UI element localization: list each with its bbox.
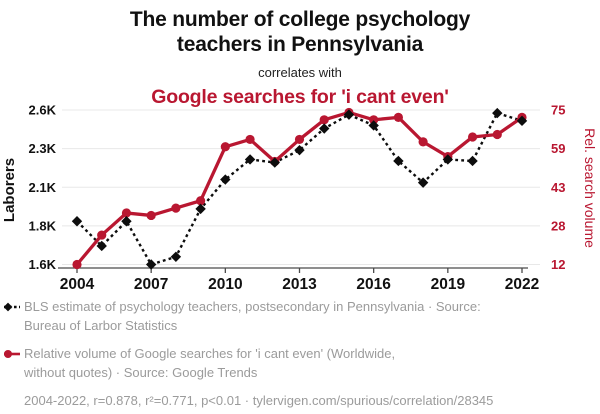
legend-label-searches: Relative volume of Google searches for '…: [24, 346, 396, 380]
red-solid-circle-icon: [4, 350, 20, 358]
svg-text:2010: 2010: [208, 276, 242, 293]
secondary-title: Google searches for 'i cant even': [151, 85, 449, 108]
svg-text:75: 75: [551, 103, 565, 118]
page-title: The number of college psychology teacher…: [129, 8, 471, 56]
line-chart: 2004 2007 2010 2013 2016 2019 2022 1.6K 1.8K 2.1K…: [0, 102, 600, 298]
svg-text:2013: 2013: [282, 276, 317, 293]
legend-item-teachers: BLS estimate of psychology teachers, pos…: [4, 297, 590, 335]
svg-text:2016: 2016: [356, 276, 391, 293]
svg-text:2007: 2007: [134, 276, 168, 293]
svg-text:12: 12: [551, 257, 565, 272]
left-axis-ticks: 1.6K 1.8K 2.1K 2.3K 2.6K: [29, 103, 57, 273]
gridlines: [62, 109, 540, 265]
right-axis-label: Rel. search volume: [582, 128, 598, 248]
legend-label-teachers: BLS estimate of psychology teachers, pos…: [24, 299, 481, 333]
svg-text:1.8K: 1.8K: [29, 218, 57, 233]
svg-text:2.3K: 2.3K: [29, 141, 57, 156]
chart-legend: BLS estimate of psychology teachers, pos…: [4, 297, 590, 410]
svg-text:2004: 2004: [60, 276, 95, 293]
correlates-with-label: correlates with: [258, 64, 342, 80]
svg-text:2022: 2022: [505, 276, 539, 293]
svg-text:59: 59: [551, 141, 565, 156]
svg-text:28: 28: [551, 218, 565, 233]
line-chart-canvas: 2004 2007 2010 2013 2016 2019 2022 1.6K 1.8K 2.1K…: [1, 103, 598, 294]
x-axis: 2004 2007 2010 2013 2016 2019 2022: [58, 267, 539, 293]
svg-text:2.1K: 2.1K: [29, 180, 57, 195]
stats-and-source-line: 2004-2022, r=0.878, r²=0.771, p<0.01 · t…: [24, 393, 494, 408]
right-axis-ticks: 12 28 43 59 75: [551, 103, 565, 273]
svg-text:43: 43: [551, 180, 565, 195]
left-axis-label: Laborers: [1, 158, 18, 222]
svg-text:2019: 2019: [431, 276, 466, 293]
svg-text:2.6K: 2.6K: [29, 103, 57, 118]
svg-text:1.6K: 1.6K: [29, 257, 57, 272]
legend-item-searches: Relative volume of Google searches for '…: [4, 344, 590, 382]
black-dashed-diamond-icon: [4, 302, 20, 312]
chart-header: The number of college psychology teacher…: [0, 8, 600, 109]
